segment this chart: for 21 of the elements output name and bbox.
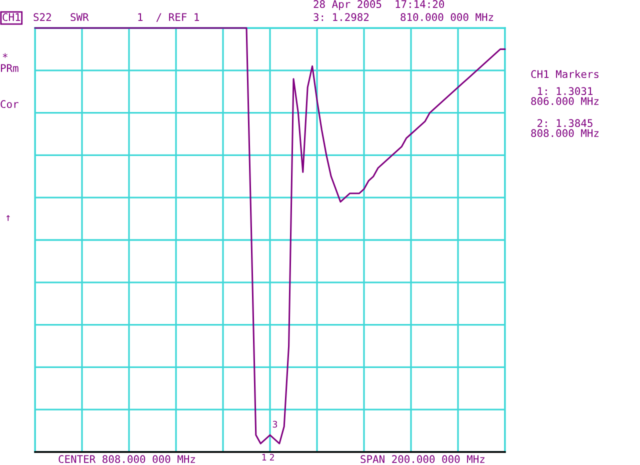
text: SWR <box>70 13 89 22</box>
text: ↑ <box>6 215 10 221</box>
text: 1: 1.3031 <box>538 87 593 96</box>
text: Cor <box>0 100 18 108</box>
text: 1 <box>262 454 266 461</box>
text: 28 Apr 2005 17:14:20 <box>314 0 444 10</box>
text: 806.000 MHz <box>531 97 599 106</box>
text: S22 <box>34 13 51 22</box>
annotation: 3 <box>272 420 278 428</box>
text: 3: 1.2982 <box>314 13 369 22</box>
text: CENTER 808.000 000 MHz <box>58 455 195 464</box>
text: 810.000 000 MHz <box>400 13 494 22</box>
text: SPAN 200.000 000 MHz <box>360 455 484 464</box>
text: PRm <box>1 64 18 72</box>
text: CH1 Markers <box>531 70 598 78</box>
text: 1 / REF 1 <box>138 13 200 22</box>
text: 808.000 MHz <box>531 129 599 138</box>
text: * <box>2 53 8 58</box>
text: 2 <box>270 454 274 461</box>
chart-title: CH1 <box>2 13 20 22</box>
text: 2: 1.3845 <box>538 119 592 128</box>
